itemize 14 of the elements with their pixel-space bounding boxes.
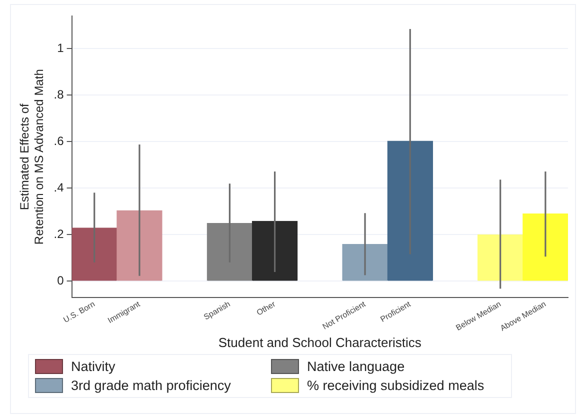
y-tick-label: .8 (54, 88, 64, 102)
y-tick-label: .6 (54, 134, 64, 148)
y-tick-label: 1 (57, 41, 64, 56)
x-tick-label: U.S. Born (62, 300, 96, 325)
legend-label: 3rd grade math proficiency (71, 378, 231, 393)
x-axis-title: Student and School Characteristics (218, 334, 422, 350)
y-tick-label: .4 (54, 180, 64, 195)
y-tick-label: 0 (57, 274, 64, 288)
legend-label: Nativity (71, 359, 116, 374)
legend-label: % receiving subsidized meals (307, 378, 484, 393)
x-tick-label: Other (255, 299, 278, 318)
y-tick-label: .2 (54, 227, 64, 242)
legend-label: Native language (307, 359, 405, 374)
y-axis-title: Estimated Effects of Retention on MS Advanced Math (18, 69, 46, 245)
